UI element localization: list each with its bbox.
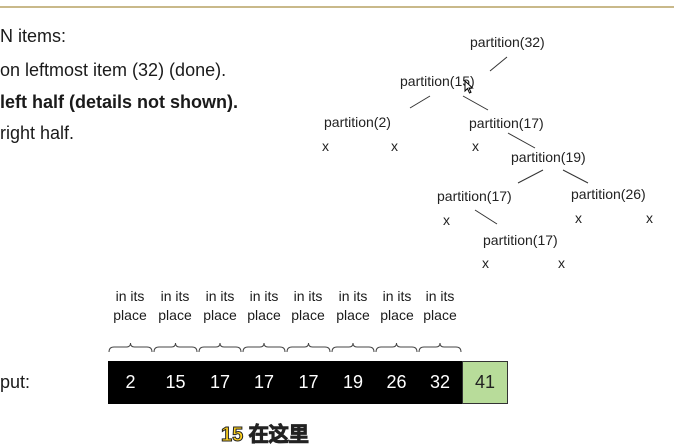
place-label: in its place — [291, 288, 325, 323]
node-partition-26: partition(26) — [571, 186, 646, 202]
node-partition-17-a: partition(17) — [469, 115, 544, 131]
node-partition-19: partition(19) — [511, 149, 586, 165]
node-partition-17-b: partition(17) — [437, 188, 512, 204]
brace — [153, 342, 198, 353]
brace — [418, 342, 462, 353]
node-partition-2: partition(2) — [324, 114, 391, 130]
leaf-marker: x — [391, 138, 398, 154]
array-cell: 17 — [286, 361, 331, 404]
edge-17b-17c — [474, 209, 498, 225]
brace — [242, 342, 286, 353]
brace — [198, 342, 242, 353]
place-label: in its place — [423, 288, 457, 323]
leaf-marker: x — [322, 138, 329, 154]
leaf-marker: x — [443, 212, 450, 228]
node-partition-17-c: partition(17) — [483, 232, 558, 248]
leaf-marker: x — [558, 255, 565, 271]
brace — [331, 342, 375, 353]
brace — [375, 342, 418, 353]
array-cell: 26 — [375, 361, 418, 404]
place-label: in its place — [158, 288, 192, 323]
text-line-4: right half. — [0, 123, 75, 143]
text-line-2: on leftmost item (32) (done). — [0, 60, 227, 80]
edge-17a-19 — [507, 132, 536, 149]
braces — [108, 342, 462, 353]
edge-19-17b — [517, 169, 544, 184]
brace — [286, 342, 331, 353]
edge-19-26 — [562, 169, 589, 184]
edge-15-2 — [409, 95, 431, 109]
array-cell: 15 — [153, 361, 198, 404]
array-cell: 17 — [242, 361, 286, 404]
place-label: in its place — [247, 288, 281, 323]
node-partition-15: partition(15) — [400, 73, 475, 89]
array-cell: 19 — [331, 361, 375, 404]
edge-32-15 — [489, 56, 508, 72]
array-cell: 32 — [418, 361, 462, 404]
subtitle-caption: 15 在这里 — [221, 424, 310, 447]
place-label: in its place — [113, 288, 147, 323]
place-label: in its place — [203, 288, 237, 323]
brace — [108, 342, 153, 353]
partition-tree: partition(32) partition(15) partition(2)… — [322, 34, 653, 271]
leaf-marker: x — [472, 138, 479, 154]
output-label: put: — [0, 372, 31, 392]
leaf-marker: x — [575, 210, 582, 226]
text-line-1: N items: — [0, 26, 67, 46]
mouse-cursor-icon — [464, 80, 474, 94]
pivot-cell: 41 — [462, 361, 508, 404]
text-line-3: left half (details not shown). — [0, 92, 238, 112]
leaf-marker: x — [646, 210, 653, 226]
top-rule — [0, 6, 674, 8]
edge-15-17a — [462, 95, 489, 111]
array-cell: 17 — [198, 361, 242, 404]
array-cell: 2 — [108, 361, 153, 404]
leaf-marker: x — [482, 255, 489, 271]
node-partition-32: partition(32) — [470, 34, 545, 50]
place-label: in its place — [336, 288, 370, 323]
place-label: in its place — [380, 288, 414, 323]
